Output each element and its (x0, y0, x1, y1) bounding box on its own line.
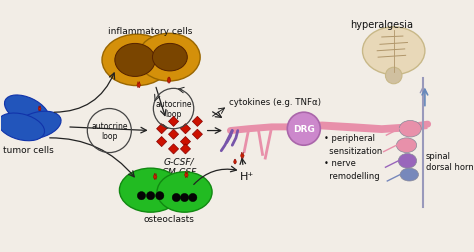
Polygon shape (240, 152, 244, 159)
Polygon shape (168, 130, 179, 140)
Circle shape (146, 192, 155, 200)
Text: hyperalgesia: hyperalgesia (350, 20, 413, 29)
Text: tumor cells: tumor cells (3, 146, 54, 155)
Ellipse shape (119, 169, 182, 212)
Ellipse shape (396, 138, 417, 153)
Ellipse shape (115, 44, 155, 77)
Polygon shape (181, 124, 191, 134)
Ellipse shape (0, 114, 45, 141)
Ellipse shape (363, 28, 425, 75)
Text: autocrine
loop: autocrine loop (155, 100, 192, 119)
Ellipse shape (157, 172, 212, 212)
Ellipse shape (15, 112, 61, 139)
Polygon shape (181, 137, 191, 147)
Polygon shape (184, 172, 188, 178)
Polygon shape (192, 117, 202, 127)
Circle shape (172, 194, 181, 202)
Polygon shape (154, 174, 157, 180)
Text: cytokines (e.g. TNFα): cytokines (e.g. TNFα) (228, 97, 320, 106)
Polygon shape (156, 124, 167, 134)
Ellipse shape (400, 169, 419, 181)
Polygon shape (234, 159, 237, 165)
Ellipse shape (153, 44, 187, 72)
Polygon shape (181, 144, 191, 154)
Circle shape (137, 192, 146, 200)
Polygon shape (167, 78, 171, 84)
Ellipse shape (385, 68, 402, 84)
Text: inflammatory cells: inflammatory cells (109, 27, 193, 36)
Text: spinal
dorsal horn: spinal dorsal horn (426, 151, 474, 171)
Text: G-CSF/
GM-CSF: G-CSF/ GM-CSF (162, 156, 197, 176)
Ellipse shape (399, 121, 421, 137)
Ellipse shape (4, 96, 49, 126)
Circle shape (189, 194, 197, 202)
Polygon shape (38, 106, 41, 111)
Polygon shape (137, 82, 140, 88)
Ellipse shape (102, 35, 172, 86)
Text: autocrine
loop: autocrine loop (91, 121, 128, 141)
Text: H⁺: H⁺ (240, 172, 254, 182)
Text: osteoclasts: osteoclasts (144, 214, 194, 223)
Circle shape (155, 192, 164, 200)
Polygon shape (156, 137, 167, 147)
Ellipse shape (398, 154, 417, 169)
Ellipse shape (138, 34, 200, 82)
Polygon shape (192, 130, 202, 140)
Text: DRG: DRG (293, 125, 315, 134)
Circle shape (181, 194, 189, 202)
Circle shape (287, 113, 320, 146)
Polygon shape (168, 117, 179, 127)
Text: • peripheral
  sensitization
• nerve
  remodelling: • peripheral sensitization • nerve remod… (324, 134, 382, 180)
Polygon shape (168, 144, 179, 154)
